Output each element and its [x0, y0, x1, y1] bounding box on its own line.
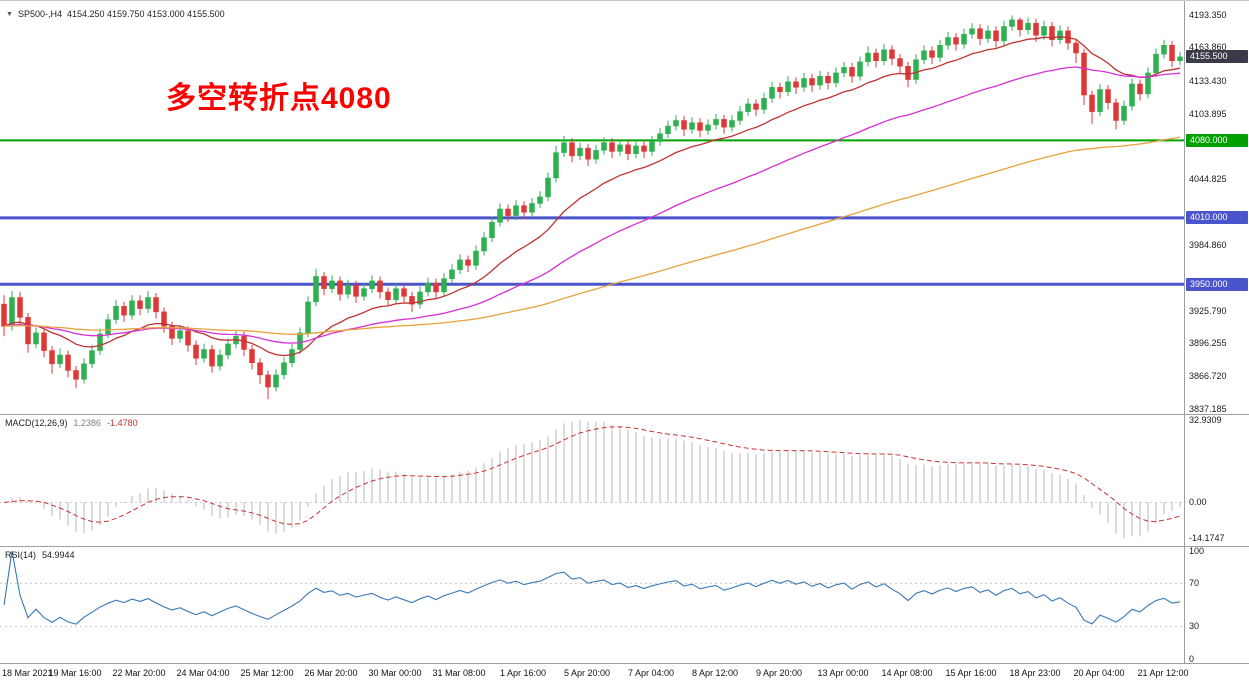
rsi-axis-label: 0: [1189, 653, 1195, 664]
rsi-axis-label: 30: [1189, 621, 1200, 632]
time-axis-label: 21 Apr 12:00: [1137, 668, 1189, 678]
rsi-line: [3, 550, 1181, 625]
rsi-panel[interactable]: RSI(14) 54.9944: [0, 546, 1184, 663]
price-axis-label: 4103.895: [1189, 108, 1227, 119]
macd-axis-label: 0.00: [1189, 497, 1207, 507]
price-axis-label: 4163.860: [1189, 42, 1227, 53]
panel-separator[interactable]: [0, 663, 1249, 664]
time-axis-label: 5 Apr 20:00: [563, 668, 611, 678]
macd-signal-line: [3, 426, 1181, 525]
macd-axis-label: 32.9309: [1189, 414, 1222, 425]
rsi-title: RSI(14): [5, 550, 37, 560]
rsi-axis-label: 100: [1189, 545, 1205, 556]
panel-separator[interactable]: [0, 546, 1249, 547]
ma-fast-line: [3, 36, 1181, 357]
symbol-name: SP500-,H4: [17, 9, 62, 19]
time-axis-label: 20 Apr 04:00: [1073, 668, 1125, 678]
symbol-ohlc-label: ▼ SP500-,H4 4154.250 4159.750 4153.000 4…: [6, 9, 225, 19]
ohlc-values: 4154.250 4159.750 4153.000 4155.500: [66, 9, 225, 19]
time-axis-label: 31 Mar 08:00: [432, 668, 486, 678]
macd-axis-label: -14.1747: [1189, 532, 1225, 543]
price-axis-label: 3866.720: [1189, 370, 1227, 381]
time-axis-label: 26 Mar 20:00: [304, 668, 358, 678]
time-axis-label: 15 Apr 16:00: [945, 668, 997, 678]
ma-mid-line: [3, 66, 1181, 344]
price-axis-label: 4193.350: [1189, 9, 1227, 20]
dropdown-arrow-icon[interactable]: ▼: [6, 10, 13, 18]
time-axis-label: 14 Apr 08:00: [881, 668, 933, 678]
price-axis-label: 4044.825: [1189, 173, 1227, 184]
time-axis-label: 9 Apr 20:00: [755, 668, 803, 678]
ma-slow-line: [3, 136, 1181, 335]
time-axis-label: 22 Mar 20:00: [112, 668, 166, 678]
level-price-badge: 4010.000: [1186, 211, 1248, 225]
time-axis-label: 25 Mar 12:00: [240, 668, 294, 678]
price-axis-label: 3984.860: [1189, 240, 1227, 251]
time-axis[interactable]: 18 Mar 2021 19 Mar 16:00 22 Mar 20:00 24 Ma…: [0, 664, 1189, 685]
price-chart-canvas[interactable]: [0, 1, 1184, 414]
level-price-badge: 3950.000: [1186, 277, 1248, 291]
time-axis-label: 18 Apr 23:00: [1009, 668, 1061, 678]
time-axis-label: 1 Apr 16:00: [499, 668, 547, 678]
price-axis-label: 3925.790: [1189, 305, 1227, 316]
macd-signal-value: -1.4780: [107, 418, 138, 428]
macd-main-value: 1.2386: [73, 418, 102, 428]
rsi-chart-canvas[interactable]: [0, 546, 1184, 663]
price-panel[interactable]: ▼ SP500-,H4 4154.250 4159.750 4153.000 4…: [0, 1, 1184, 414]
macd-histogram-layer: [11, 420, 1181, 538]
price-axis-label: 3837.185: [1189, 403, 1227, 414]
candles-layer: [1, 15, 1183, 400]
rsi-axis-label: 70: [1189, 577, 1200, 588]
macd-chart-canvas[interactable]: [0, 414, 1184, 546]
current-price-badge: 4155.500: [1186, 50, 1248, 64]
rsi-label: RSI(14) 54.9944: [5, 550, 75, 560]
time-axis-label: 24 Mar 04:00: [176, 668, 230, 678]
price-scale[interactable]: 4193.350 4163.860 4133.430 4103.895 4044.825…: [1184, 1, 1249, 664]
macd-panel[interactable]: MACD(12,26,9) 1.2386 -1.4780: [0, 414, 1184, 546]
time-axis-label: 18 Mar 2021: [2, 668, 53, 678]
rsi-value: 54.9944: [42, 550, 75, 560]
time-axis-label: 13 Apr 00:00: [817, 668, 869, 678]
time-axis-label: 8 Apr 12:00: [691, 668, 739, 678]
level-price-badge: 4080.000: [1186, 133, 1248, 147]
price-axis-label: 3896.255: [1189, 338, 1227, 349]
macd-label: MACD(12,26,9) 1.2386 -1.4780: [5, 418, 138, 428]
panel-separator[interactable]: [0, 414, 1249, 415]
time-axis-label: 7 Apr 04:00: [627, 668, 675, 678]
time-axis-label: 19 Mar 16:00: [48, 668, 102, 678]
time-axis-label: 30 Mar 00:00: [368, 668, 422, 678]
annotation-text: 多空转折点4080: [166, 82, 392, 115]
price-axis-label: 4133.430: [1189, 75, 1227, 86]
level-lines-layer: [0, 139, 1184, 286]
macd-title: MACD(12,26,9): [5, 418, 68, 428]
